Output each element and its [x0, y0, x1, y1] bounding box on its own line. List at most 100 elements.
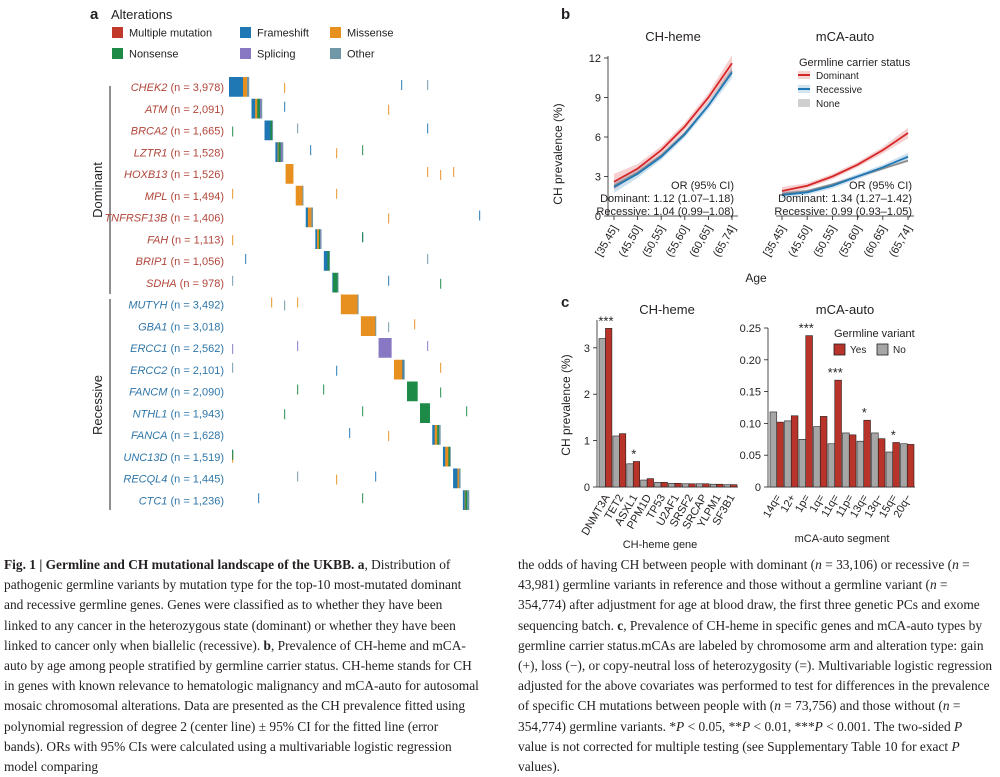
gene-label-mpl: MPL (n = 1,494) — [145, 191, 224, 203]
alteration-block-frameshift — [275, 142, 278, 162]
caption-text: = 354,774) after adjustment for age at b… — [518, 577, 980, 633]
bar-no-segment — [813, 426, 821, 488]
gene-label-lztr1: LZTR1 (n = 1,528) — [134, 147, 224, 159]
gene-count: (n = 2,101) — [167, 365, 224, 377]
co-occurrence-tick — [362, 493, 364, 504]
co-occurrence-tick — [232, 344, 234, 354]
gene-label-unc13d: UNC13D (n = 1,519) — [123, 452, 224, 464]
x-tick-label: (50,55] — [811, 224, 839, 260]
bar-no-ppm1d — [640, 479, 648, 488]
caption-text: < 0.05, ** — [684, 718, 743, 734]
legend-label-multiple-mutation: Multiple mutation — [129, 28, 212, 40]
alteration-block-splicing — [320, 229, 321, 249]
alteration-block-nonsense — [420, 403, 430, 423]
co-occurrence-tick — [336, 148, 338, 159]
alteration-block-frameshift — [229, 77, 244, 97]
bar-no-dnmt3a — [598, 338, 606, 488]
bar-no-segment — [784, 420, 792, 488]
y-tick-label: 0 — [755, 482, 761, 494]
alteration-block-missense — [307, 207, 312, 228]
co-occurrence-tick — [232, 275, 234, 286]
co-occurrence-tick — [349, 428, 351, 438]
caption-label-b: b — [263, 637, 271, 653]
co-occurrence-tick — [232, 126, 234, 137]
alteration-block-nonsense — [448, 446, 451, 467]
or-annotation: Recessive: 1.04 (0.99–1.08) — [596, 206, 734, 218]
co-occurrence-tick — [362, 145, 364, 156]
alteration-block-nonsense — [332, 272, 338, 293]
alteration-block-missense — [277, 142, 279, 162]
bar-no-asxl1 — [626, 463, 634, 488]
gene-count: (n = 3,018) — [167, 321, 224, 333]
caption-italic-p: P — [742, 718, 751, 734]
legend-label-missense: Missense — [347, 28, 393, 40]
caption-text: = 33,106) or recessive ( — [821, 557, 953, 572]
alteration-block-missense — [360, 316, 376, 336]
alteration-block-other — [337, 272, 339, 293]
gene-label-fanca: FANCA (n = 1,628) — [131, 430, 224, 442]
bar-yes-dnmt3a — [605, 328, 613, 488]
legend-label-other: Other — [347, 49, 375, 61]
gene-label-recql4: RECQL4 (n = 1,445) — [123, 474, 224, 486]
y-tick-label: 3 — [595, 172, 601, 184]
alteration-block-other — [260, 98, 263, 119]
significance-marker: *** — [598, 313, 613, 328]
legend-label-nonsense: Nonsense — [129, 49, 179, 61]
gene-name: ATM — [144, 104, 168, 116]
legend-label-dominant: Dominant — [816, 71, 859, 82]
alteration-block-splicing — [378, 338, 392, 358]
alteration-block-nonsense — [406, 381, 418, 402]
caption-italic-n: n — [952, 557, 959, 572]
alteration-block-other — [375, 316, 377, 336]
legend-label-splicing: Splicing — [257, 49, 296, 61]
gene-name: RECQL4 — [123, 474, 167, 486]
gene-name: GBA1 — [138, 321, 167, 333]
gene-count: (n = 1,236) — [167, 495, 224, 507]
bar-yes-segment — [848, 434, 857, 488]
co-occurrence-tick — [388, 322, 390, 333]
co-occurrence-tick — [388, 275, 390, 286]
legend-swatch-missense — [330, 27, 341, 38]
gene-label-chek2: CHEK2 (n = 3,978) — [131, 82, 224, 94]
bar-yes-segment — [906, 444, 915, 488]
co-occurrence-tick — [297, 123, 299, 134]
x-tick-label: (65,74] — [887, 224, 915, 260]
alteration-block-frameshift — [432, 425, 435, 445]
alteration-block-missense — [295, 185, 303, 206]
panel-c-legend-title: Germline variant — [834, 328, 915, 340]
y-tick-label: 0.25 — [740, 323, 761, 335]
or-annotation: OR (95% CI) — [849, 180, 912, 192]
alteration-block-missense — [317, 229, 320, 249]
alteration-block-splicing — [280, 142, 283, 162]
alteration-block-frameshift — [462, 490, 465, 510]
gene-name: ERCC2 — [130, 365, 167, 377]
co-occurrence-tick — [245, 254, 247, 264]
co-occurrence-tick — [427, 254, 429, 264]
co-occurrence-tick — [401, 80, 403, 90]
co-occurrence-tick — [284, 101, 286, 112]
panel-c-ylabel: CH prevalence (%) — [559, 354, 573, 455]
legend-swatch-splicing — [240, 48, 251, 59]
bar-no-segment — [798, 438, 807, 488]
caption-right-column: the odds of having CH between people wit… — [518, 555, 993, 777]
bar-no-segment — [842, 432, 850, 488]
y-tick-label: 0.10 — [740, 418, 761, 430]
caption-italic-n: n — [942, 698, 950, 714]
co-occurrence-tick — [362, 232, 364, 243]
bar-no-u2af1 — [668, 482, 676, 488]
gene-name: MUTYH — [128, 300, 167, 312]
bar-yes-segment — [805, 335, 813, 488]
panel-c-ch-heme-title: CH-heme — [639, 302, 695, 317]
bar-yes-sf3b1 — [730, 484, 738, 488]
bar-no-tp53 — [654, 482, 662, 488]
legend-swatch-frameshift — [240, 27, 251, 38]
figure-1: a Alterations Multiple mutation Frameshift M… — [90, 6, 915, 550]
co-occurrence-tick — [375, 471, 377, 482]
co-occurrence-tick — [336, 365, 338, 376]
bar-no-segment — [900, 443, 908, 488]
caption-text-a: , Distribution of pathogenic germline va… — [4, 557, 462, 653]
co-occurrence-tick — [427, 341, 429, 351]
gene-label-ctc1: CTC1 (n = 1,236) — [139, 495, 224, 507]
y-tick-label: 1 — [584, 436, 590, 448]
co-occurrence-tick — [466, 406, 468, 417]
